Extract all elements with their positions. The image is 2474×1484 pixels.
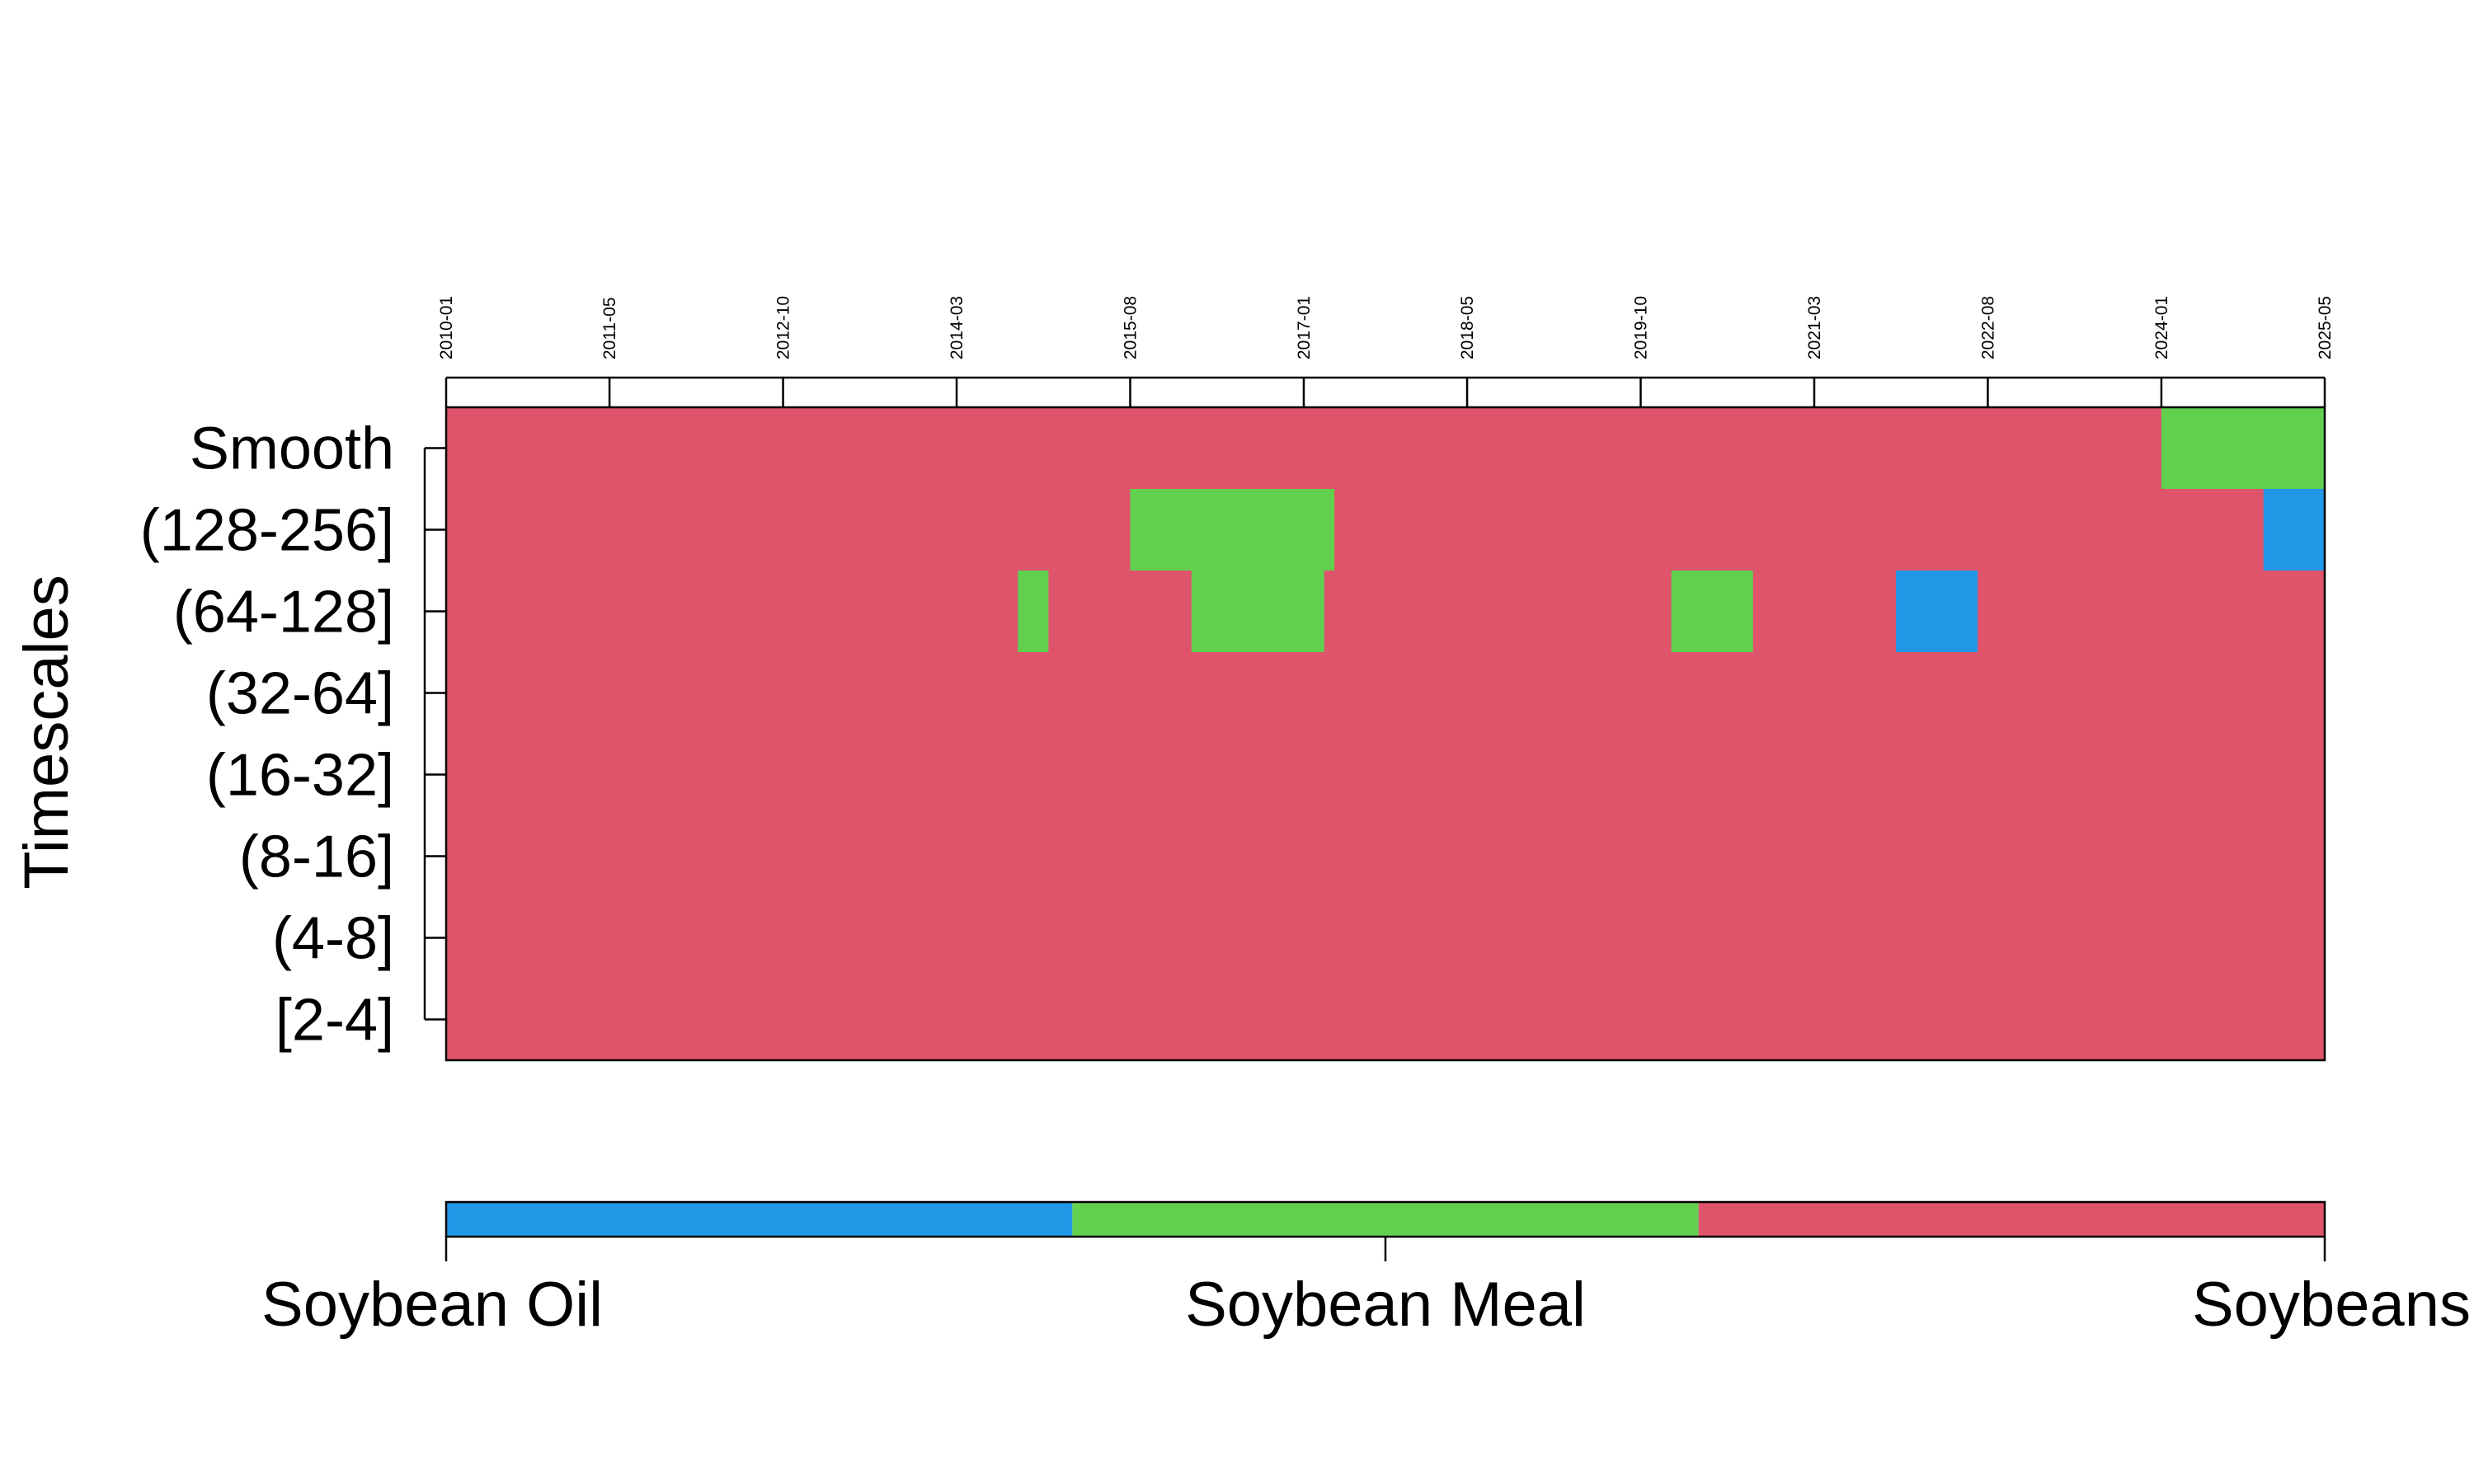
legend-label: Soybean Oil — [261, 1270, 603, 1340]
heatmap-background-cells — [446, 407, 2325, 1060]
plot-area — [444, 406, 2326, 1062]
heatmap-cell — [1671, 571, 1753, 652]
x-tick-label: 2021-03 — [1805, 296, 1824, 359]
x-tick-label: 2015-08 — [1121, 296, 1140, 359]
y-tick-label: (16-32] — [206, 743, 394, 809]
y-axis-title: Timescales — [12, 575, 82, 889]
y-tick-label: Smooth — [190, 416, 394, 482]
y-tick-label: (8-16] — [239, 824, 394, 890]
x-axis: 2010-01 2011-05 2012-10 2014-03 2015-08 2017-… — [437, 296, 2335, 407]
legend-swatch — [1072, 1202, 1699, 1237]
x-tick-label: 2025-05 — [2316, 296, 2335, 359]
heatmap-cell — [1018, 571, 1049, 652]
y-tick-label: [2-4] — [275, 988, 394, 1054]
x-tick-label: 2011-05 — [600, 297, 619, 359]
x-tick-label: 2014-03 — [948, 296, 967, 359]
x-tick-label: 2017-01 — [1295, 296, 1314, 359]
x-tick-label: 2019-10 — [1632, 296, 1651, 359]
plot-frame — [444, 406, 2326, 1062]
y-tick-label: (32-64] — [206, 661, 394, 727]
heatmap-cell — [1896, 571, 1978, 652]
heatmap-cell — [2263, 489, 2325, 571]
legend-label: Soybeans — [2192, 1270, 2471, 1340]
heatmap-cell — [1191, 571, 1324, 652]
y-tick-label: (64-128] — [173, 580, 394, 646]
x-tick-label: 2018-05 — [1458, 296, 1477, 359]
y-axis: Smooth (128-256] (64-128] (32-64] (16-32] (8-… — [140, 416, 446, 1054]
x-tick-label: 2022-08 — [1978, 296, 1997, 359]
legend-swatch — [1698, 1202, 2325, 1237]
heatmap-cell — [1130, 489, 1335, 571]
x-tick-label: 2010-01 — [437, 296, 456, 359]
y-tick-label: (4-8] — [272, 906, 394, 972]
x-tick-label: 2012-10 — [774, 296, 793, 359]
legend-swatch — [446, 1202, 1073, 1237]
legend: Soybean Oil Soybean Meal Soybeans — [261, 1200, 2471, 1340]
y-tick-label: (128-256] — [140, 498, 394, 564]
heatmap-cell — [2161, 407, 2325, 489]
legend-label: Soybean Meal — [1185, 1270, 1586, 1340]
x-tick-label: 2024-01 — [2152, 296, 2171, 359]
